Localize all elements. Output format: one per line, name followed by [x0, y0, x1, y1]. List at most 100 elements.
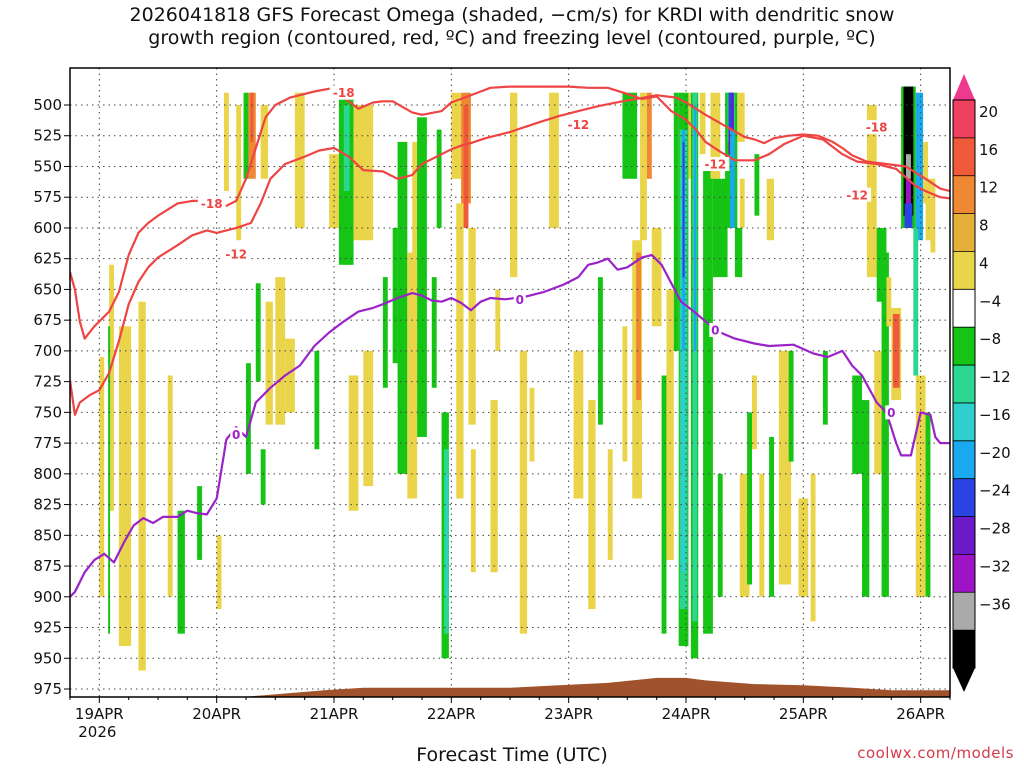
- omega-region: [392, 227, 398, 364]
- omega-region: [348, 375, 359, 511]
- omega-region: [138, 301, 146, 671]
- omega-region: [436, 129, 442, 228]
- contour-label: 0: [887, 406, 895, 420]
- omega-region: [651, 227, 662, 327]
- omega-region: [881, 252, 889, 597]
- omega-region: [636, 252, 642, 401]
- omega-region: [730, 129, 735, 228]
- terrain: [70, 677, 950, 697]
- y-tick-label: 850: [33, 526, 62, 544]
- omega-region: [810, 473, 816, 622]
- omega-region: [177, 510, 185, 634]
- omega-region: [866, 105, 877, 278]
- omega-region: [622, 92, 638, 179]
- chart-title: 2026041818 GFS Forecast Omega (shaded, −…: [0, 4, 1024, 50]
- colorbar-segment: [953, 175, 975, 215]
- x-tick-label: 24APR: [662, 705, 711, 723]
- omega-region: [682, 141, 685, 278]
- contour-label: 0: [516, 293, 524, 307]
- colorbar-label: −20: [979, 444, 1011, 462]
- omega-region: [246, 363, 251, 474]
- omega-region: [250, 92, 254, 142]
- colorbar-top-arrow: [953, 74, 975, 100]
- colorbar-label: −24: [979, 482, 1011, 500]
- colorbar-segment: [953, 365, 975, 404]
- x-tick-label: 19APR: [75, 705, 124, 723]
- omega-region: [915, 92, 924, 241]
- y-tick-label: 675: [33, 311, 62, 329]
- omega-region: [923, 141, 928, 204]
- omega-region: [906, 154, 911, 179]
- omega-region: [407, 252, 418, 499]
- y-tick-label: 700: [33, 342, 62, 360]
- omega-region: [666, 289, 674, 560]
- x-axis-title: Forecast Time (UTC): [416, 744, 608, 766]
- omega-region: [470, 449, 476, 573]
- colorbar-segment: [953, 327, 975, 366]
- x-tick-label: 20APR: [192, 705, 241, 723]
- omega-region: [417, 117, 427, 437]
- omega-region: [529, 387, 535, 462]
- y-tick-label: 500: [33, 96, 62, 114]
- contour-label-bg: [862, 120, 891, 135]
- omega-region: [778, 350, 792, 585]
- x-tick-sublabel: 2026: [78, 723, 116, 741]
- colorbar-bottom-arrow: [953, 668, 975, 692]
- colorbar-segment: [953, 554, 975, 593]
- contour-label-bg: [564, 117, 593, 132]
- omega-region: [109, 264, 114, 511]
- omega-region: [925, 178, 931, 241]
- colorbar-segment: [953, 440, 975, 480]
- omega-region: [329, 154, 339, 228]
- omega-region: [729, 92, 732, 130]
- y-tick-label: 925: [33, 619, 62, 637]
- omega-region: [363, 350, 374, 487]
- contour-label: 0: [711, 323, 719, 337]
- omega-region: [294, 92, 305, 228]
- omega-region: [197, 486, 202, 560]
- y-tick-label: 900: [33, 588, 62, 606]
- plot-area: -18 -18 -12 -12 -12 -12 -18 0 0 0 0: [70, 68, 950, 697]
- omega-region: [510, 92, 518, 278]
- contour-label-bg: [222, 246, 251, 261]
- omega-region: [622, 326, 628, 462]
- omega-region: [431, 277, 437, 388]
- omega-region: [692, 92, 698, 622]
- contour-label-bg: [709, 322, 722, 337]
- contour-label: -18: [866, 121, 888, 135]
- y-tick-label: 600: [33, 219, 62, 237]
- omega-region: [224, 92, 229, 192]
- y-tick-label: 775: [33, 434, 62, 452]
- omega-region: [739, 473, 750, 597]
- colorbar-segment: [953, 592, 975, 631]
- omega-region: [216, 535, 222, 610]
- colorbar-label: 8: [979, 217, 989, 235]
- omega-region: [930, 178, 936, 253]
- omega-region: [747, 412, 752, 585]
- y-tick-label: 550: [33, 157, 62, 175]
- omega-region: [495, 289, 501, 351]
- colorbar-segment: [953, 100, 975, 139]
- colorbar-segment: [953, 251, 975, 290]
- omega-region: [703, 166, 713, 634]
- contour-line-2: [70, 85, 950, 340]
- contour-label: -12: [704, 158, 726, 172]
- omega-region: [906, 178, 911, 210]
- colorbar-segment: [953, 630, 975, 669]
- y-tick-label: 800: [33, 465, 62, 483]
- colorbar-label: 16: [979, 141, 998, 159]
- omega-region: [265, 301, 273, 425]
- x-tick-label: 26APR: [896, 705, 945, 723]
- omega-region: [397, 141, 408, 474]
- contour-label-bg: [701, 157, 730, 172]
- omega-region: [904, 203, 913, 228]
- contour-label-bg: [843, 187, 872, 202]
- omega-region: [737, 92, 745, 142]
- contour-label: -12: [225, 247, 247, 261]
- colorbar-label: −32: [979, 557, 1011, 575]
- contour-label: -18: [201, 197, 223, 211]
- colorbar-label: 4: [979, 255, 989, 273]
- omega-region: [752, 375, 757, 450]
